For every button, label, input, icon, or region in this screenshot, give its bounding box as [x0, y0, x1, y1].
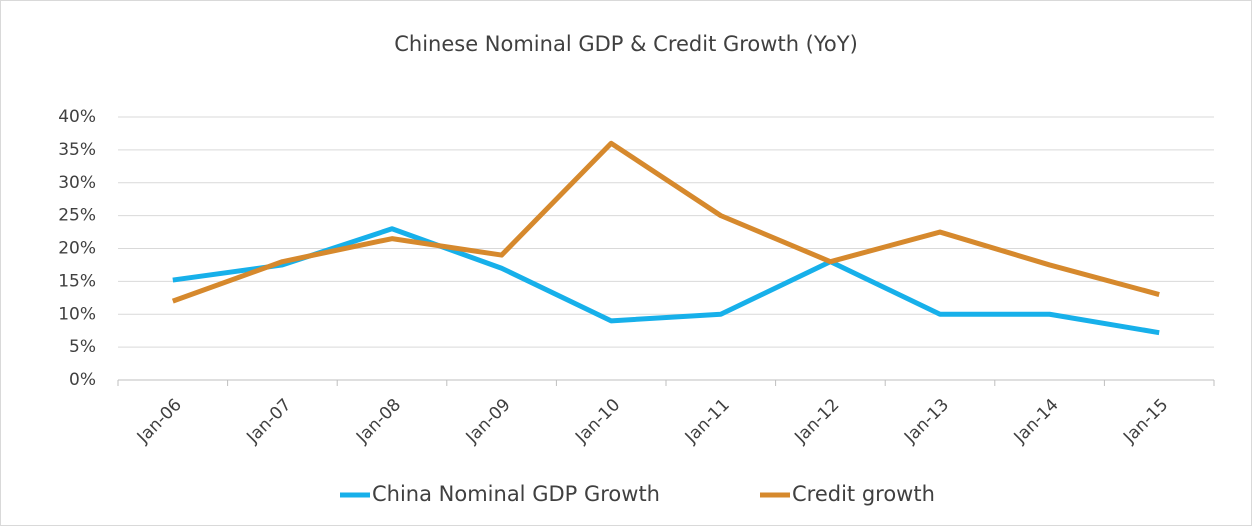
y-tick-label: 20% [58, 239, 96, 259]
chart-title: Chinese Nominal GDP & Credit Growth (YoY… [394, 32, 858, 56]
y-tick-label: 25% [58, 206, 96, 226]
y-tick-label: 10% [58, 304, 96, 324]
y-tick-label: 35% [58, 140, 96, 160]
y-tick-label: 30% [58, 173, 96, 193]
series-line [172, 226, 1160, 336]
y-tick-label: 0% [69, 370, 96, 390]
series-line [171, 140, 1160, 304]
legend-label: China Nominal GDP Growth [372, 482, 660, 506]
y-tick-label: 5% [69, 337, 96, 357]
legend-label: Credit growth [792, 482, 935, 506]
y-tick-label: 40% [58, 107, 96, 127]
y-tick-label: 15% [58, 271, 96, 291]
